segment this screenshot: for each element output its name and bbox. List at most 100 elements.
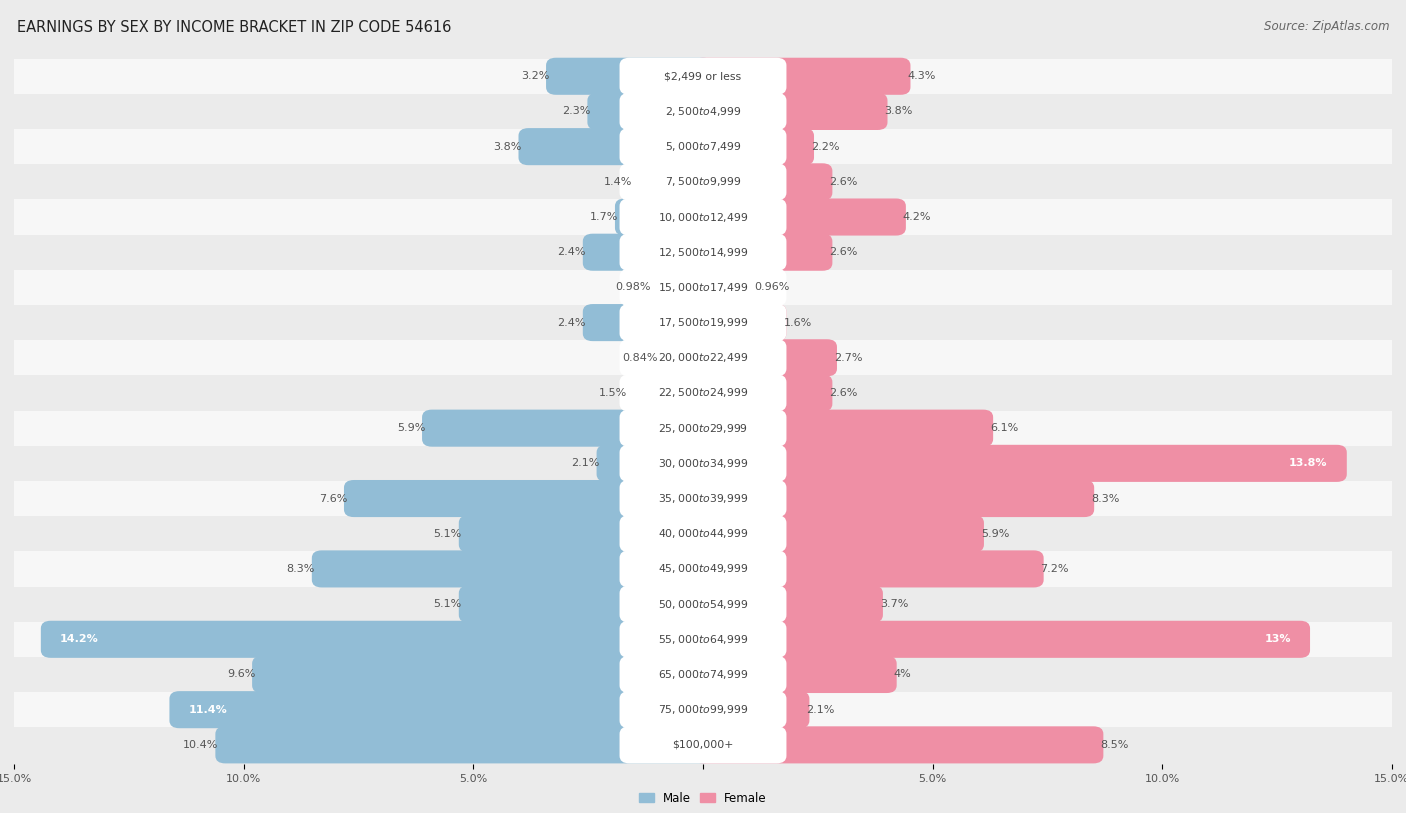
Text: 9.6%: 9.6% — [226, 669, 256, 680]
FancyBboxPatch shape — [620, 585, 786, 623]
Text: 0.96%: 0.96% — [754, 282, 789, 293]
Text: 1.7%: 1.7% — [589, 212, 619, 222]
Text: 1.6%: 1.6% — [783, 318, 811, 328]
FancyBboxPatch shape — [654, 339, 713, 376]
Text: 13%: 13% — [1264, 634, 1291, 644]
Text: 2.2%: 2.2% — [811, 141, 839, 152]
Text: 3.2%: 3.2% — [520, 72, 550, 81]
Text: 6.1%: 6.1% — [990, 423, 1018, 433]
Text: 0.84%: 0.84% — [621, 353, 658, 363]
Text: 10.4%: 10.4% — [183, 740, 218, 750]
Text: 8.3%: 8.3% — [287, 564, 315, 574]
Text: 2.1%: 2.1% — [807, 705, 835, 715]
FancyBboxPatch shape — [14, 164, 1392, 199]
FancyBboxPatch shape — [693, 726, 1104, 763]
Text: 0.98%: 0.98% — [616, 282, 651, 293]
FancyBboxPatch shape — [620, 163, 786, 200]
FancyBboxPatch shape — [693, 480, 1094, 517]
Text: 14.2%: 14.2% — [60, 634, 98, 644]
Text: $20,000 to $22,499: $20,000 to $22,499 — [658, 351, 748, 364]
FancyBboxPatch shape — [620, 198, 786, 236]
FancyBboxPatch shape — [620, 445, 786, 482]
Text: 11.4%: 11.4% — [188, 705, 228, 715]
Text: 4%: 4% — [894, 669, 911, 680]
FancyBboxPatch shape — [620, 93, 786, 130]
Text: 1.5%: 1.5% — [599, 388, 627, 398]
Text: 7.6%: 7.6% — [319, 493, 347, 503]
FancyBboxPatch shape — [620, 410, 786, 446]
FancyBboxPatch shape — [312, 550, 713, 588]
FancyBboxPatch shape — [14, 59, 1392, 93]
Text: $40,000 to $44,999: $40,000 to $44,999 — [658, 527, 748, 540]
FancyBboxPatch shape — [14, 411, 1392, 446]
FancyBboxPatch shape — [588, 93, 713, 130]
FancyBboxPatch shape — [620, 304, 786, 341]
Text: $35,000 to $39,999: $35,000 to $39,999 — [658, 492, 748, 505]
FancyBboxPatch shape — [620, 58, 786, 95]
FancyBboxPatch shape — [620, 375, 786, 411]
Text: $5,000 to $7,499: $5,000 to $7,499 — [665, 140, 741, 153]
FancyBboxPatch shape — [14, 622, 1392, 657]
Text: 2.4%: 2.4% — [557, 318, 586, 328]
Text: 7.2%: 7.2% — [1040, 564, 1069, 574]
Text: Source: ZipAtlas.com: Source: ZipAtlas.com — [1264, 20, 1389, 33]
Text: $12,500 to $14,999: $12,500 to $14,999 — [658, 246, 748, 259]
FancyBboxPatch shape — [14, 516, 1392, 551]
Text: 3.8%: 3.8% — [884, 107, 912, 116]
FancyBboxPatch shape — [546, 58, 713, 95]
FancyBboxPatch shape — [693, 163, 832, 200]
FancyBboxPatch shape — [648, 269, 713, 306]
Text: $75,000 to $99,999: $75,000 to $99,999 — [658, 703, 748, 716]
FancyBboxPatch shape — [14, 728, 1392, 763]
Text: $2,500 to $4,999: $2,500 to $4,999 — [665, 105, 741, 118]
Text: 2.4%: 2.4% — [557, 247, 586, 257]
FancyBboxPatch shape — [519, 128, 713, 165]
FancyBboxPatch shape — [693, 445, 1347, 482]
Text: 3.8%: 3.8% — [494, 141, 522, 152]
FancyBboxPatch shape — [693, 128, 814, 165]
Text: 5.1%: 5.1% — [433, 599, 461, 609]
Text: $2,499 or less: $2,499 or less — [665, 72, 741, 81]
Text: $45,000 to $49,999: $45,000 to $49,999 — [658, 563, 748, 576]
FancyBboxPatch shape — [14, 376, 1392, 411]
FancyBboxPatch shape — [14, 692, 1392, 728]
FancyBboxPatch shape — [693, 410, 993, 446]
Text: $30,000 to $34,999: $30,000 to $34,999 — [658, 457, 748, 470]
FancyBboxPatch shape — [344, 480, 713, 517]
Legend: Male, Female: Male, Female — [634, 787, 772, 809]
Text: 1.4%: 1.4% — [603, 177, 631, 187]
FancyBboxPatch shape — [620, 550, 786, 588]
FancyBboxPatch shape — [596, 445, 713, 482]
Text: $7,500 to $9,999: $7,500 to $9,999 — [665, 176, 741, 189]
FancyBboxPatch shape — [693, 233, 832, 271]
Text: 4.2%: 4.2% — [903, 212, 931, 222]
FancyBboxPatch shape — [693, 93, 887, 130]
FancyBboxPatch shape — [693, 550, 1043, 588]
FancyBboxPatch shape — [693, 304, 786, 341]
FancyBboxPatch shape — [170, 691, 713, 728]
FancyBboxPatch shape — [14, 586, 1392, 622]
FancyBboxPatch shape — [458, 585, 713, 623]
FancyBboxPatch shape — [583, 233, 713, 271]
FancyBboxPatch shape — [14, 446, 1392, 481]
Text: 2.1%: 2.1% — [571, 459, 599, 468]
FancyBboxPatch shape — [693, 515, 984, 552]
FancyBboxPatch shape — [693, 656, 897, 693]
FancyBboxPatch shape — [620, 691, 786, 728]
Text: $22,500 to $24,999: $22,500 to $24,999 — [658, 386, 748, 399]
FancyBboxPatch shape — [215, 726, 713, 763]
FancyBboxPatch shape — [14, 340, 1392, 376]
FancyBboxPatch shape — [14, 199, 1392, 235]
Text: 13.8%: 13.8% — [1289, 459, 1327, 468]
FancyBboxPatch shape — [693, 198, 905, 236]
Text: 2.3%: 2.3% — [562, 107, 591, 116]
FancyBboxPatch shape — [693, 621, 1310, 658]
FancyBboxPatch shape — [14, 305, 1392, 340]
FancyBboxPatch shape — [693, 585, 883, 623]
Text: $55,000 to $64,999: $55,000 to $64,999 — [658, 633, 748, 646]
Text: 2.6%: 2.6% — [830, 177, 858, 187]
Text: 4.3%: 4.3% — [907, 72, 936, 81]
Text: 2.6%: 2.6% — [830, 388, 858, 398]
Text: $15,000 to $17,499: $15,000 to $17,499 — [658, 281, 748, 294]
Text: $50,000 to $54,999: $50,000 to $54,999 — [658, 598, 748, 611]
